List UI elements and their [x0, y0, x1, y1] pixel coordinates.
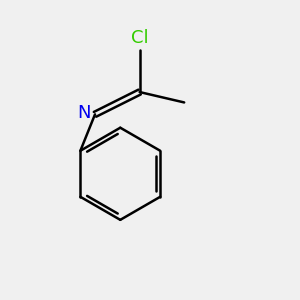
Text: Cl: Cl — [131, 29, 148, 47]
Text: N: N — [77, 104, 91, 122]
